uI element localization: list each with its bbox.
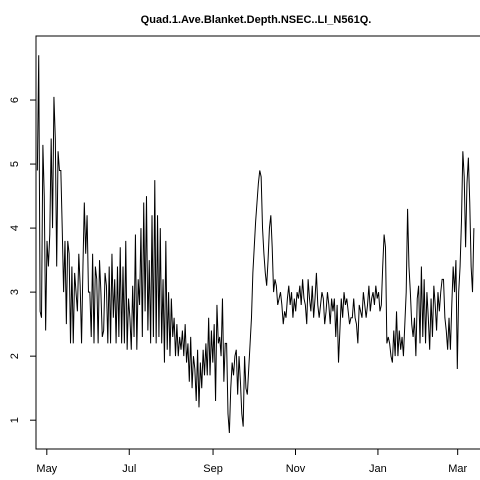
chart-title: Quad.1.Ave.Blanket.Depth.NSEC..LI_N561Q. — [141, 14, 372, 26]
x-tick-label: Jan — [369, 463, 387, 475]
x-tick-label: May — [36, 463, 57, 475]
x-axis: May Jul Sep Nov Jan Mar — [36, 448, 467, 475]
y-tick-label: 5 — [9, 161, 21, 167]
x-tick-label: Jul — [122, 463, 136, 475]
y-tick-label: 3 — [9, 289, 21, 295]
y-axis: 1 2 3 4 5 6 — [9, 97, 37, 423]
y-tick-label: 4 — [9, 225, 21, 231]
y-tick-label: 2 — [9, 353, 21, 359]
x-tick-label: Sep — [203, 463, 223, 475]
plot-frame — [35, 35, 480, 450]
x-tick-label: Nov — [286, 463, 306, 475]
series-line — [36, 55, 475, 434]
x-tick-label: Mar — [448, 463, 467, 475]
y-tick-label: 1 — [9, 417, 21, 423]
y-tick-label: 6 — [9, 97, 21, 103]
